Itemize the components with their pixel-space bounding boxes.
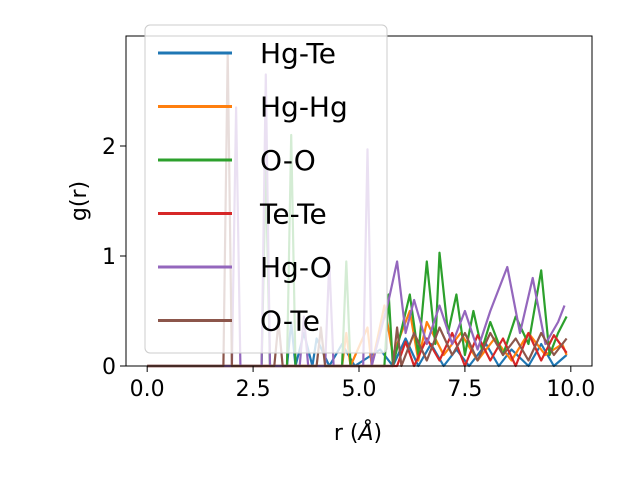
x-axis-label-unit: Å: [356, 419, 373, 446]
x-tick-label: 7.5: [447, 377, 482, 402]
x-axis-label: r (Å): [334, 419, 382, 446]
x-tick-label: 0.0: [130, 377, 165, 402]
legend-label-hg-hg: Hg-Hg: [260, 91, 348, 124]
x-tick-label: 10.0: [546, 377, 595, 402]
y-tick-label: 1: [102, 245, 116, 270]
y-axis-ticks: 0 1 2: [102, 135, 126, 380]
legend: Hg-Te Hg-Hg O-O Te-Te Hg-O O-Te: [144, 24, 388, 354]
legend-label-o-te: O-Te: [260, 305, 320, 338]
x-tick-label: 2.5: [236, 377, 271, 402]
y-axis-label: g(r): [67, 181, 92, 221]
y-tick-label: 2: [102, 135, 116, 160]
series-line-o-te: [147, 51, 568, 368]
x-tick-label: 5.0: [342, 377, 377, 402]
y-tick-label: 0: [102, 355, 116, 380]
x-axis-ticks: 0.0 2.5 5.0 7.5 10.0: [130, 366, 595, 402]
legend-label-hg-o: Hg-O: [260, 251, 332, 284]
x-axis-label-close: ): [374, 421, 383, 446]
legend-label-o-o: O-O: [260, 144, 316, 177]
legend-label-hg-te: Hg-Te: [260, 37, 336, 70]
legend-label-te-te: Te-Te: [259, 198, 327, 231]
x-axis-label-text: r (: [334, 421, 359, 446]
